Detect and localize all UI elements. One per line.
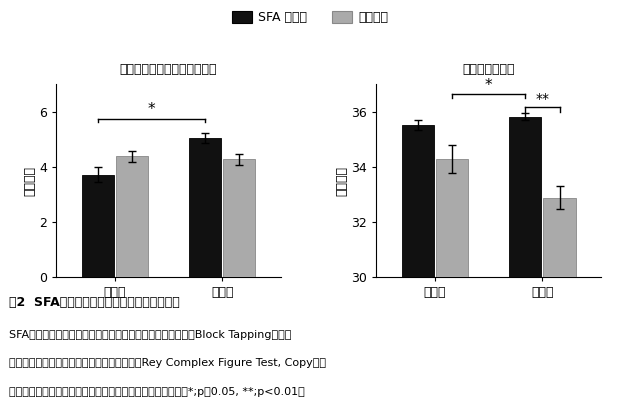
Text: *: * bbox=[148, 102, 155, 118]
Legend: SFA 実施群, 非実施群: SFA 実施群, 非実施群 bbox=[227, 6, 393, 29]
Bar bbox=[223, 159, 255, 277]
Text: 成績は低下することなく高いレベルで維持された（右）　（*;p＜0.05, **;p<0.01）: 成績は低下することなく高いレベルで維持された（右） （*;p＜0.05, **;… bbox=[9, 387, 305, 397]
Bar bbox=[402, 125, 434, 420]
Title: 視空間認知課題: 視空間認知課題 bbox=[463, 63, 515, 76]
Title: 視覚性ワーキングメモリ課題: 視覚性ワーキングメモリ課題 bbox=[120, 63, 217, 76]
Bar bbox=[509, 117, 541, 420]
Bar bbox=[116, 156, 148, 277]
Bar bbox=[82, 175, 114, 277]
Text: *: * bbox=[485, 78, 492, 92]
Text: SFAプログラムの実施群では視覚性ワーキングメモリ課題（Block Tapping）の成: SFAプログラムの実施群では視覚性ワーキングメモリ課題（Block Tappin… bbox=[9, 330, 291, 340]
Text: **: ** bbox=[535, 92, 549, 106]
Bar bbox=[436, 159, 468, 420]
Text: 図2  SFAプログラムによる認知機能への効果: 図2 SFAプログラムによる認知機能への効果 bbox=[9, 296, 180, 309]
Y-axis label: 平均得点: 平均得点 bbox=[335, 165, 348, 196]
Bar bbox=[189, 138, 221, 277]
Text: 績が有意に向上し（左）、視空間認知課題（Rey Complex Figure Test, Copy）の: 績が有意に向上し（左）、視空間認知課題（Rey Complex Figure T… bbox=[9, 358, 326, 368]
Y-axis label: 平均得点: 平均得点 bbox=[23, 165, 36, 196]
Bar bbox=[543, 198, 575, 420]
